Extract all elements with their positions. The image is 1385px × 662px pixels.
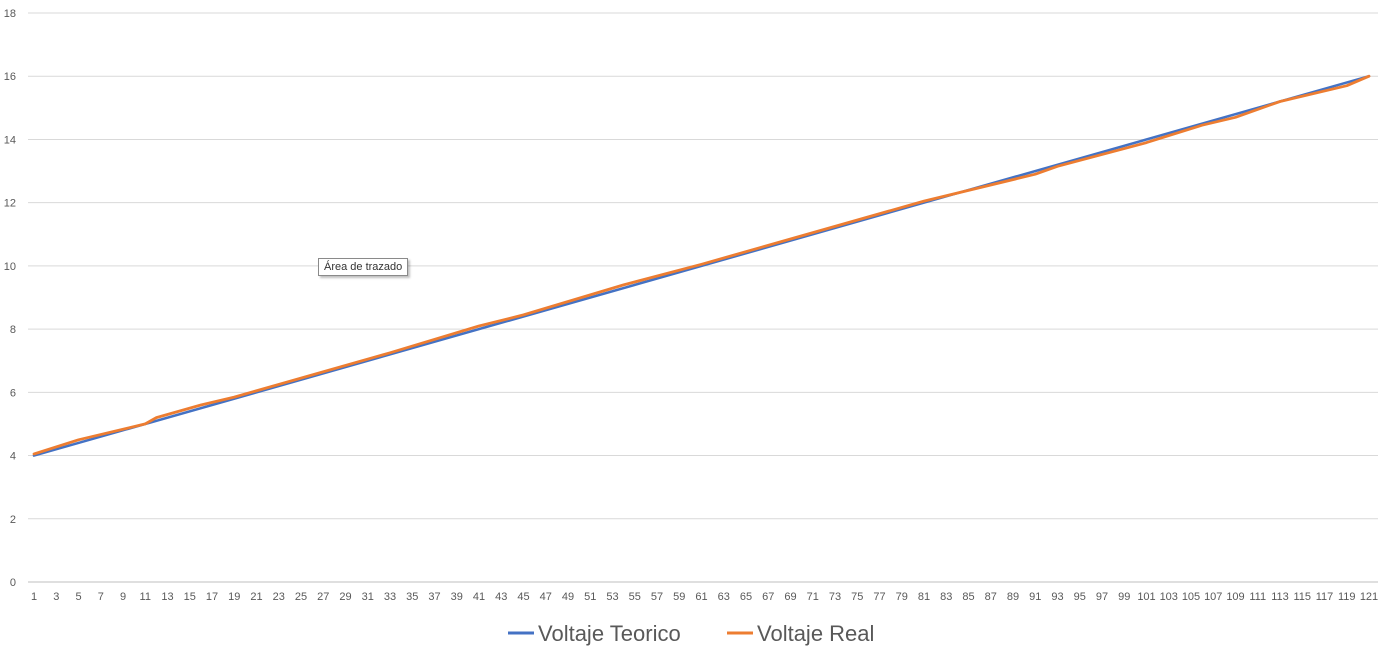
y-tick-label: 2 — [10, 514, 16, 526]
legend-label: Voltaje Real — [757, 621, 874, 646]
x-tick-label: 5 — [75, 591, 81, 603]
x-tick-label: 87 — [985, 591, 997, 603]
x-tick-label: 11 — [140, 591, 151, 603]
x-tick-label: 99 — [1118, 591, 1130, 603]
y-tick-label: 16 — [4, 71, 16, 83]
x-tick-label: 39 — [451, 591, 463, 603]
legend: Voltaje Teorico Voltaje Real — [508, 621, 874, 646]
plot-area-tooltip: Área de trazado — [318, 258, 409, 276]
x-tick-label: 93 — [1051, 591, 1063, 603]
series-line-voltaje-real — [32, 74, 1371, 456]
x-tick-label: 49 — [562, 591, 574, 603]
series-line-voltaje-teorico — [32, 74, 1371, 457]
x-tick-label: 19 — [228, 591, 240, 603]
y-tick-label: 14 — [4, 134, 16, 146]
x-tick-label: 35 — [406, 591, 418, 603]
x-tick-label: 105 — [1182, 591, 1200, 603]
x-tick-label: 63 — [718, 591, 730, 603]
x-tick-label: 61 — [695, 591, 707, 603]
x-tick-label: 9 — [120, 591, 126, 603]
x-tick-label: 83 — [940, 591, 952, 603]
x-tick-label: 121 — [1360, 591, 1378, 603]
x-tick-label: 89 — [1007, 591, 1019, 603]
x-tick-label: 45 — [517, 591, 529, 603]
x-tick-label: 13 — [161, 591, 173, 603]
x-tick-label: 97 — [1096, 591, 1108, 603]
x-tick-label: 85 — [962, 591, 974, 603]
x-tick-label: 23 — [273, 591, 285, 603]
x-tick-label: 59 — [673, 591, 685, 603]
x-tick-label: 33 — [384, 591, 396, 603]
y-tick-label: 12 — [4, 198, 16, 210]
x-tick-label: 111 — [1249, 591, 1266, 603]
x-tick-label: 47 — [540, 591, 552, 603]
x-tick-label: 31 — [362, 591, 374, 603]
x-tick-label: 79 — [896, 591, 908, 603]
y-tick-label: 0 — [10, 577, 16, 589]
x-tick-label: 3 — [53, 591, 59, 603]
y-axis-ticks: 0 2 4 6 8 10 12 14 16 18 — [4, 8, 16, 589]
x-tick-label: 73 — [829, 591, 841, 603]
x-tick-label: 67 — [762, 591, 774, 603]
y-tick-label: 18 — [4, 8, 16, 20]
y-tick-label: 10 — [4, 261, 16, 273]
x-tick-label: 1 — [31, 591, 37, 603]
y-tick-label: 6 — [10, 387, 16, 399]
x-tick-label: 109 — [1226, 591, 1244, 603]
x-axis-ticks: 1 3 5 7 9 11 13 15 17 19 21 23 25 27 29 31 33 35 37 39 41 43 4… — [31, 591, 1378, 603]
x-tick-label: 43 — [495, 591, 507, 603]
legend-label: Voltaje Teorico — [538, 621, 681, 646]
x-tick-label: 107 — [1204, 591, 1222, 603]
x-tick-label: 53 — [606, 591, 618, 603]
x-tick-label: 103 — [1160, 591, 1178, 603]
x-tick-label: 21 — [250, 591, 262, 603]
x-tick-label: 15 — [184, 591, 196, 603]
x-tick-label: 77 — [873, 591, 885, 603]
x-tick-label: 17 — [206, 591, 218, 603]
x-tick-label: 25 — [295, 591, 307, 603]
x-tick-label: 41 — [473, 591, 485, 603]
x-tick-label: 69 — [784, 591, 796, 603]
x-tick-label: 91 — [1029, 591, 1041, 603]
x-tick-label: 27 — [317, 591, 329, 603]
x-tick-label: 119 — [1338, 591, 1356, 603]
x-tick-label: 71 — [807, 591, 819, 603]
x-tick-label: 75 — [851, 591, 863, 603]
x-tick-label: 95 — [1074, 591, 1086, 603]
x-tick-label: 57 — [651, 591, 663, 603]
y-tick-label: 4 — [10, 451, 16, 463]
x-tick-label: 115 — [1293, 591, 1311, 603]
x-tick-label: 65 — [740, 591, 752, 603]
x-tick-label: 29 — [339, 591, 351, 603]
series-lines — [32, 74, 1371, 457]
x-tick-label: 117 — [1316, 591, 1334, 603]
x-tick-label: 7 — [98, 591, 104, 603]
x-tick-label: 55 — [629, 591, 641, 603]
x-tick-label: 37 — [428, 591, 440, 603]
gridlines — [28, 12, 1378, 583]
x-tick-label: 81 — [918, 591, 930, 603]
x-tick-label: 101 — [1137, 591, 1155, 603]
x-tick-label: 51 — [584, 591, 596, 603]
x-tick-label: 113 — [1271, 591, 1289, 603]
y-tick-label: 8 — [10, 324, 16, 336]
